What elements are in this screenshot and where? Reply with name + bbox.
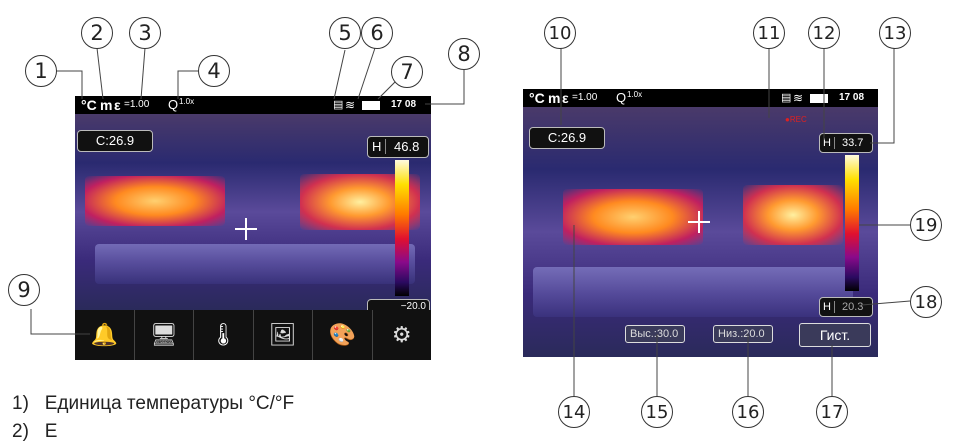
low-temp-readout: H 20.3: [819, 297, 873, 317]
alarm-bell-icon: 🔔: [90, 322, 118, 348]
callout-14: 14: [558, 396, 590, 428]
display-icon: 🖥: [149, 322, 178, 348]
high-label: H: [368, 139, 387, 154]
center-temp-readout: C:26.9: [77, 130, 153, 152]
callout-19: 19: [910, 209, 942, 241]
callout-18: 18: [910, 286, 942, 318]
emissivity-symbol[interactable]: ε: [562, 90, 569, 106]
measure-mode[interactable]: m: [548, 90, 561, 106]
battery-icon: [362, 96, 380, 114]
callout-3: 3: [129, 17, 161, 49]
clock: 17 08: [391, 99, 417, 110]
zoom-value[interactable]: 1.0x: [627, 90, 643, 99]
zoom-value[interactable]: 1.0x: [179, 97, 195, 106]
callout-6: 6: [361, 17, 393, 49]
center-temp-readout: C:26.9: [529, 127, 605, 149]
low-value: 20.3: [842, 301, 864, 313]
callout-12: 12: [808, 17, 840, 49]
callout-1: 1: [25, 55, 57, 87]
callout-7: 7: [391, 56, 423, 88]
temperature-unit[interactable]: °C: [81, 97, 97, 113]
emissivity-value[interactable]: =1.00: [572, 92, 598, 103]
color-scale-bar: [395, 160, 409, 296]
callout-5: 5: [329, 17, 361, 49]
center-crosshair: [688, 211, 710, 233]
rec-indicator: ●REC: [785, 115, 807, 124]
menu-measure[interactable]: 🌡: [194, 310, 254, 360]
high-value: 33.7: [842, 137, 864, 149]
high-temp-readout: H 46.8: [367, 136, 429, 158]
zoom-icon[interactable]: Q: [168, 97, 179, 112]
low-limit-field[interactable]: Низ.:20.0: [713, 325, 773, 343]
gear-icon: ⚙: [391, 322, 412, 348]
camera-screen-right: °C m ε =1.00 Q 1.0x ▤ ≋ 17 08 ●REC C:26.…: [523, 89, 878, 357]
bottom-menu: 🔔 🖥 🌡 🖼 🎨 ⚙: [75, 310, 431, 360]
battery-icon: [810, 89, 828, 107]
callout-11: 11: [753, 17, 785, 49]
status-bar: °C m ε =1.00 Q 1.0x ▤ ≋ 17 08: [523, 89, 878, 107]
camera-screen-left: °C m ε =1.00 Q 1.0x ▤ ≋ 17 08 C:26.9 H 4…: [75, 96, 431, 360]
menu-palette[interactable]: 🎨: [313, 310, 373, 360]
callout-10: 10: [544, 17, 576, 49]
wifi-icon: ≋: [345, 98, 356, 112]
sd-card-icon: ▤: [333, 99, 344, 111]
wifi-icon: ≋: [793, 91, 804, 105]
callout-4: 4: [198, 55, 230, 87]
callout-16: 16: [732, 396, 764, 428]
legend-item-2: 2) Е: [12, 421, 58, 442]
high-temp-readout: H 33.7: [819, 133, 873, 153]
color-scale-bar: [845, 155, 859, 291]
callout-8: 8: [448, 38, 480, 70]
emissivity-symbol[interactable]: ε: [114, 97, 121, 113]
image-icon: 🖼: [268, 322, 297, 348]
callout-17: 17: [816, 396, 848, 428]
measure-mode[interactable]: m: [100, 97, 113, 113]
center-crosshair: [235, 218, 257, 240]
emissivity-value[interactable]: =1.00: [124, 99, 150, 110]
histogram-button[interactable]: Гист.: [799, 323, 871, 347]
high-limit-field[interactable]: Выс.:30.0: [625, 325, 685, 343]
sd-card-icon: ▤: [781, 92, 792, 104]
callout-13: 13: [879, 17, 911, 49]
palette-icon: 🎨: [328, 322, 356, 348]
clock: 17 08: [839, 92, 865, 103]
thermometer-icon: 🌡: [209, 322, 238, 348]
temperature-unit[interactable]: °C: [529, 90, 545, 106]
menu-image[interactable]: 🖼: [254, 310, 313, 360]
status-bar: °C m ε =1.00 Q 1.0x ▤ ≋ 17 08: [75, 96, 431, 114]
callout-15: 15: [641, 396, 673, 428]
menu-settings[interactable]: ⚙: [373, 310, 432, 360]
callout-2: 2: [81, 17, 113, 49]
legend-item-1: 1) Единица температуры °C/°F: [12, 393, 295, 414]
menu-display[interactable]: 🖥: [135, 310, 194, 360]
callout-9: 9: [8, 274, 40, 306]
high-value: 46.8: [394, 139, 420, 154]
menu-alarm[interactable]: 🔔: [75, 310, 135, 360]
zoom-icon[interactable]: Q: [616, 90, 627, 105]
low-label: H: [820, 301, 835, 313]
high-label: H: [820, 137, 835, 149]
